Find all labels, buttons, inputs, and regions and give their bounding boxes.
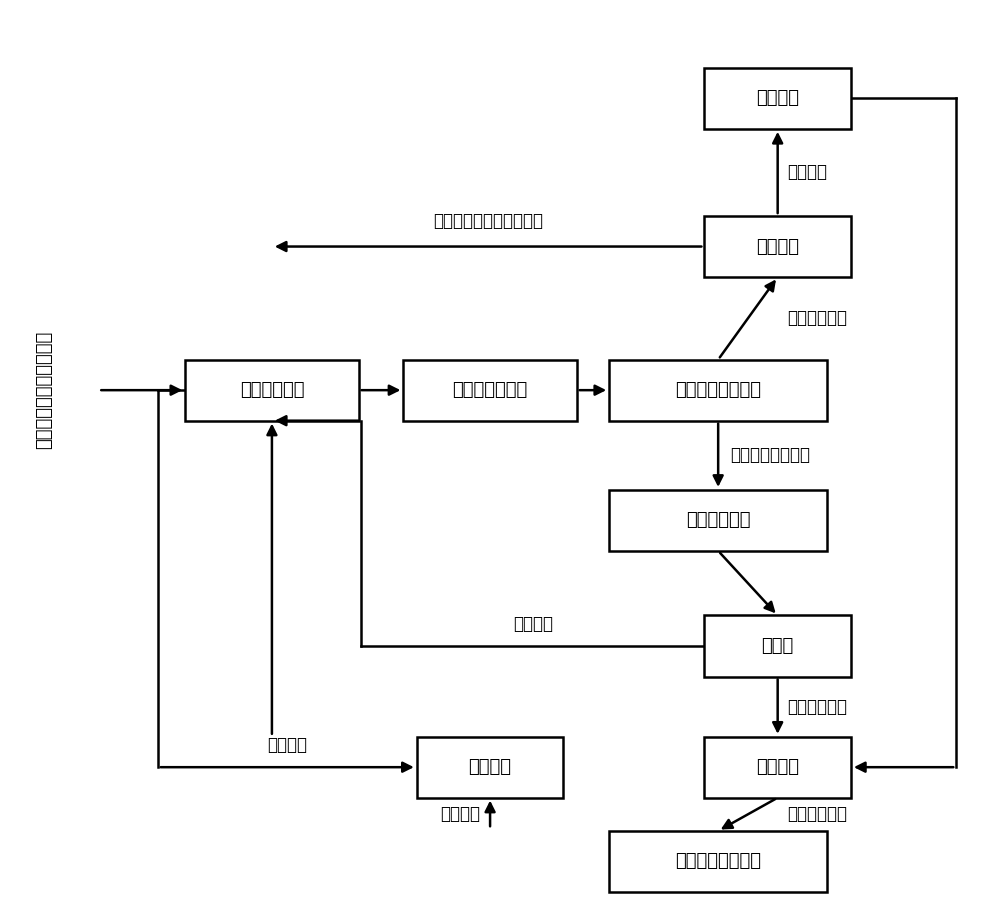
Text: 低温常压滤液: 低温常压滤液: [788, 805, 848, 824]
Bar: [417, 737, 563, 797]
Text: 热调理处理单元: 热调理处理单元: [452, 381, 528, 400]
Text: 滤液净化处理单元: 滤液净化处理单元: [675, 853, 761, 871]
Text: 低温高压滤液: 低温高压滤液: [788, 698, 848, 716]
Text: 滤液收集装置: 滤液收集装置: [686, 511, 750, 529]
Text: 低温液流: 低温液流: [267, 736, 307, 754]
Bar: [403, 360, 577, 420]
Text: 冷凝处理: 冷凝处理: [756, 90, 799, 108]
Text: 预热处理单元: 预热处理单元: [240, 381, 304, 400]
Text: 泄压处理: 泄压处理: [756, 237, 799, 255]
Bar: [185, 360, 359, 420]
Text: 换热器: 换热器: [762, 637, 794, 655]
Text: 泄压处理: 泄压处理: [756, 758, 799, 776]
Bar: [609, 490, 827, 551]
Text: 达标水分: 达标水分: [440, 805, 480, 824]
Bar: [704, 68, 851, 129]
Text: 低含水率高热值污泥滤饼: 低含水率高热值污泥滤饼: [433, 212, 543, 230]
Bar: [704, 615, 851, 677]
Bar: [704, 216, 851, 277]
Bar: [609, 831, 827, 892]
Bar: [704, 737, 851, 797]
Text: 混合处理: 混合处理: [469, 758, 512, 776]
Text: 污泥或高含水率膏状物质: 污泥或高含水率膏状物质: [35, 331, 53, 449]
Text: 气态水分: 气态水分: [788, 163, 828, 181]
Bar: [609, 360, 827, 420]
Text: 高温高压液态滤液: 高温高压液态滤液: [730, 447, 810, 464]
Text: 高温高压滤饼: 高温高压滤饼: [788, 309, 848, 327]
Text: 压滤脱水处理单元: 压滤脱水处理单元: [675, 381, 761, 400]
Text: 高温液流: 高温液流: [513, 614, 553, 632]
